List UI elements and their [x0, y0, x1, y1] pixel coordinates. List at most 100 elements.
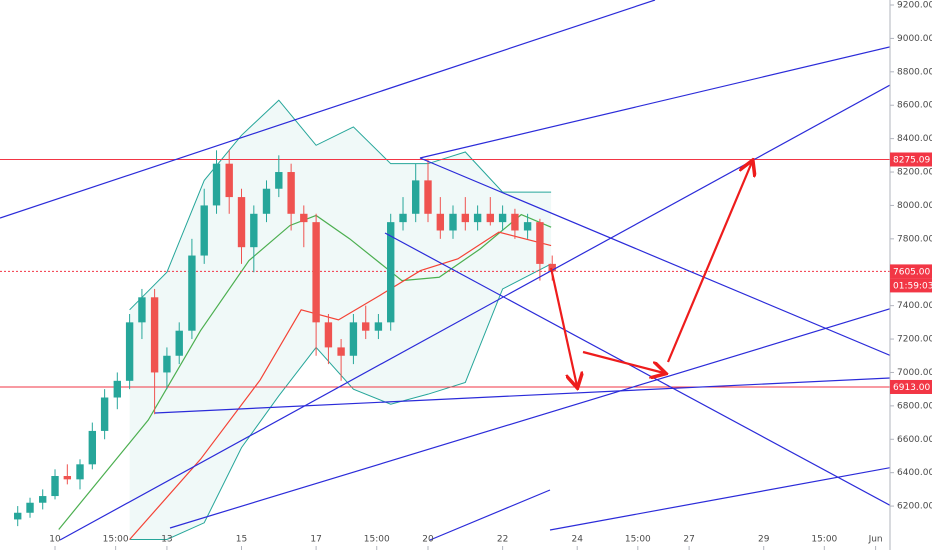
candle-body: [150, 297, 159, 373]
y-tick-label: 8800.00: [897, 67, 932, 77]
trend-line: [549, 467, 890, 531]
countdown: 01:59:03: [893, 281, 932, 291]
candle-body: [399, 213, 407, 223]
candle-body: [200, 205, 208, 256]
candle-body: [324, 322, 333, 348]
candle-body: [449, 213, 457, 231]
arrow: [582, 350, 664, 373]
trend-line: [429, 489, 551, 541]
candle-body: [76, 464, 84, 480]
candle-body: [312, 222, 320, 323]
price-label-box: [890, 152, 932, 167]
band-line: [129, 263, 552, 540]
y-tick-label: 8200.00: [897, 168, 932, 178]
candle-body: [511, 213, 519, 231]
x-tick-label: 15:00: [103, 535, 129, 545]
y-tick-label: 6400.00: [897, 468, 932, 478]
y-tick-label: 9000.00: [897, 34, 932, 44]
price-label: 6913.00: [893, 383, 930, 393]
candle-body: [349, 322, 358, 356]
candle-body: [14, 512, 22, 520]
candle-body: [412, 180, 420, 214]
candle-body: [175, 330, 183, 356]
candle-body: [536, 222, 544, 264]
price-axis: 6200.00 6400.00 6600.00 6800.00 7000.00 7200.…: [890, 1, 932, 512]
candle-body: [287, 172, 295, 214]
x-tick-label: 17: [310, 535, 321, 545]
candle-body: [225, 163, 233, 198]
x-tick-label: 15:00: [364, 535, 390, 545]
y-tick-label: 7200.00: [897, 335, 932, 345]
trend-line: [384, 232, 890, 507]
x-tick-label: 15: [236, 535, 247, 545]
arrow: [549, 267, 577, 386]
y-tick-label: 8000.00: [897, 201, 932, 211]
x-tick-label: 15:00: [625, 535, 651, 545]
y-tick-label: 8600.00: [897, 101, 932, 111]
price-label: 7605.00: [893, 267, 930, 277]
x-tick-label: 24: [571, 535, 583, 545]
x-tick-label: 20: [422, 535, 434, 545]
y-tick-label: 9200.00: [897, 1, 932, 11]
candle-body: [387, 222, 395, 323]
candle-body: [362, 322, 370, 331]
trend-line: [419, 46, 890, 159]
trend-line: [154, 377, 890, 414]
x-tick-label: 13: [161, 535, 172, 545]
trend-line: [419, 157, 890, 357]
y-tick-label: 6600.00: [897, 435, 932, 445]
candle-body: [63, 476, 72, 480]
x-tick-label: 22: [497, 535, 508, 545]
candle-body: [262, 188, 271, 214]
candle-body: [250, 213, 258, 248]
candle-body: [100, 397, 109, 431]
plot-area: [0, 99, 890, 540]
candle-body: [300, 213, 308, 223]
price-label-box: [890, 264, 932, 279]
y-tick-label: 7400.00: [897, 301, 932, 311]
candle-body: [486, 213, 494, 223]
trend-line: [0, 0, 656, 219]
candle-body: [461, 213, 470, 223]
price-label-box: [890, 379, 932, 394]
candle-body: [374, 322, 383, 331]
candle-body: [125, 322, 134, 381]
candle-body: [424, 180, 432, 214]
moving-average: [129, 231, 552, 540]
moving-average: [58, 213, 552, 530]
trend-line: [59, 84, 890, 541]
x-tick-label: Jun: [868, 535, 883, 545]
price-label: 8275.09: [893, 155, 930, 165]
y-tick-label: 7800.00: [897, 234, 932, 244]
candle-body: [498, 213, 507, 223]
band-line: [129, 99, 552, 311]
x-tick-label: 29: [758, 535, 770, 545]
candle-body: [473, 213, 482, 223]
y-tick-label: 6800.00: [897, 401, 932, 411]
candle-body: [212, 163, 221, 206]
x-tick-label: 10: [49, 535, 61, 545]
arrow: [666, 162, 752, 363]
candle-body: [548, 263, 556, 272]
candle-body: [51, 476, 59, 497]
candle-body: [237, 197, 246, 248]
y-tick-label: 8400.00: [897, 134, 932, 144]
y-tick-label: 6200.00: [897, 502, 932, 512]
trend-line: [169, 308, 890, 529]
countdown-box: [890, 278, 932, 293]
candle-body: [188, 255, 196, 331]
x-tick-label: 27: [683, 535, 694, 545]
candle-body: [138, 297, 146, 323]
candle-body: [163, 355, 171, 373]
candle-body: [26, 502, 34, 513]
candle-body: [275, 172, 283, 189]
candle-body: [39, 496, 47, 503]
y-tick-label: 7000.00: [897, 368, 932, 378]
candle-body: [523, 222, 532, 231]
candle-body: [88, 430, 97, 465]
candle-body: [113, 380, 121, 398]
x-tick-label: 15:00: [811, 535, 837, 545]
